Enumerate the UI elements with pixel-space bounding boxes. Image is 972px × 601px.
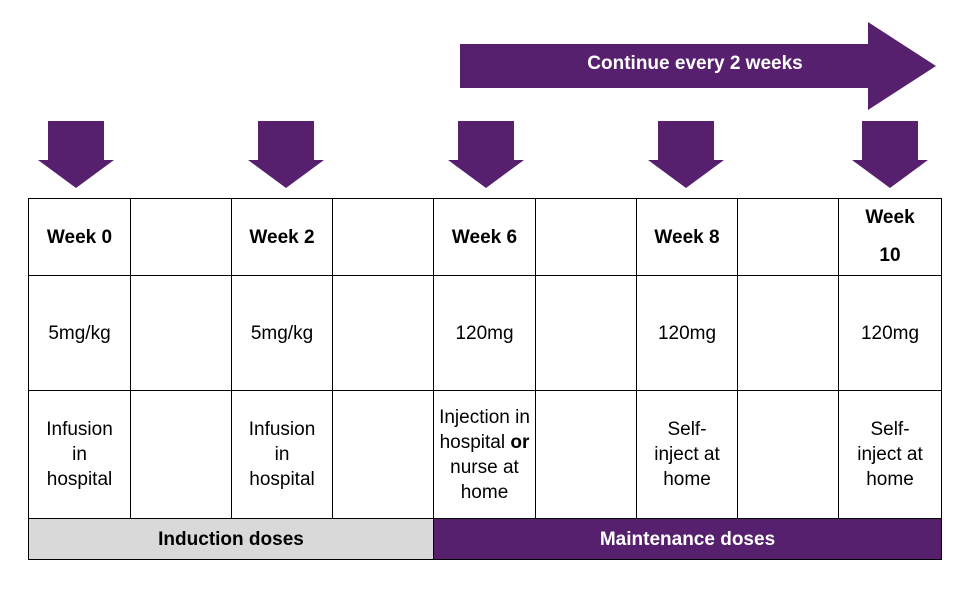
spacer-cell	[737, 275, 839, 391]
down-arrow-week-6	[448, 121, 524, 188]
down-arrow-week-2	[248, 121, 324, 188]
dosing-schedule-table: Week 0 Week 2 Week 6 Week 8 Week 10 5mg/…	[28, 198, 942, 560]
dose-row: 5mg/kg 5mg/kg 120mg 120mg 120mg	[28, 275, 942, 391]
spacer-cell	[535, 275, 637, 391]
method-week-8: Self-inject at home	[636, 390, 738, 519]
week-label-2: Week 2	[231, 198, 333, 276]
method-week-0: Infusion in hospital	[28, 390, 131, 519]
maintenance-phase-label: Maintenance doses	[433, 518, 942, 560]
method-week-10: Self-inject at home	[838, 390, 942, 519]
method-week-6: Injection in hospital or nurse at home	[433, 390, 536, 519]
method-row: Infusion in hospital Infusion in hospita…	[28, 390, 942, 519]
week-label-10: Week 10	[838, 198, 942, 276]
continue-banner-arrow	[460, 22, 936, 110]
down-arrow-week-8	[648, 121, 724, 188]
spacer-cell	[332, 275, 434, 391]
spacer-cell	[737, 390, 839, 519]
spacer-cell	[332, 390, 434, 519]
week-label-8: Week 8	[636, 198, 738, 276]
dose-week-6: 120mg	[433, 275, 536, 391]
spacer-cell	[535, 390, 637, 519]
induction-phase-label: Induction doses	[28, 518, 434, 560]
week-label-0: Week 0	[28, 198, 131, 276]
spacer-cell	[130, 390, 232, 519]
dose-week-8: 120mg	[636, 275, 738, 391]
method-week-6-main: Injection in hospital	[439, 406, 530, 453]
dose-week-10: 120mg	[838, 275, 942, 391]
spacer-cell	[130, 275, 232, 391]
banner-text: Continue every 2 weeks	[587, 53, 803, 74]
method-week-6-or: or	[510, 431, 530, 453]
phase-row: Induction doses Maintenance doses	[28, 518, 942, 560]
dose-week-0: 5mg/kg	[28, 275, 131, 391]
method-week-6-alt: nurse at home	[450, 456, 519, 503]
spacer-cell	[535, 198, 637, 276]
week-label-6: Week 6	[433, 198, 536, 276]
dose-week-2: 5mg/kg	[231, 275, 333, 391]
spacer-cell	[737, 198, 839, 276]
spacer-cell	[332, 198, 434, 276]
down-arrow-week-10	[852, 121, 928, 188]
down-arrow-week-0	[38, 121, 114, 188]
method-week-2: Infusion in hospital	[231, 390, 333, 519]
spacer-cell	[130, 198, 232, 276]
week-row: Week 0 Week 2 Week 6 Week 8 Week 10	[28, 198, 942, 276]
